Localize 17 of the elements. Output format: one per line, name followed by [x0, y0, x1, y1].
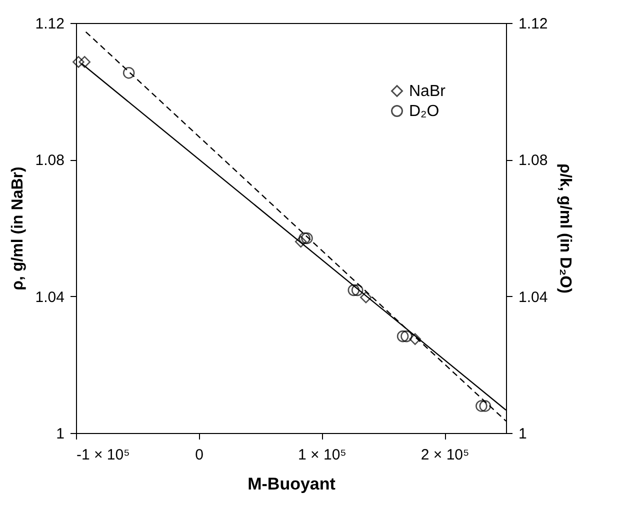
y2-tick-label: 1.12 — [518, 16, 548, 32]
x-axis-title: M-Buoyant — [248, 474, 336, 494]
x-tick-label: 1 × 10⁵ — [298, 446, 346, 464]
y-tick-label: 1.04 — [35, 288, 64, 306]
y-axis-title: ρ, g/ml (in NaBr) — [9, 166, 26, 290]
y2-axis-title: ρ/k, g/ml (in D₂O) — [556, 164, 574, 294]
y2-tick-label: 1 — [518, 426, 527, 442]
legend-label: D₂O — [409, 103, 440, 120]
y-tick-label: 1.08 — [35, 152, 64, 170]
x-tick-label: -1 × 10⁵ — [76, 446, 130, 464]
y2-tick-label: 1.08 — [518, 152, 548, 170]
x-tick-label: 2 × 10⁵ — [420, 446, 470, 464]
y-tick-label: 1 — [56, 426, 64, 442]
y-tick-label: 1.12 — [35, 16, 64, 32]
legend-label: NaBr — [409, 83, 446, 100]
x-tick-label: 0 — [195, 446, 204, 464]
y2-tick-label: 1.04 — [518, 288, 548, 306]
